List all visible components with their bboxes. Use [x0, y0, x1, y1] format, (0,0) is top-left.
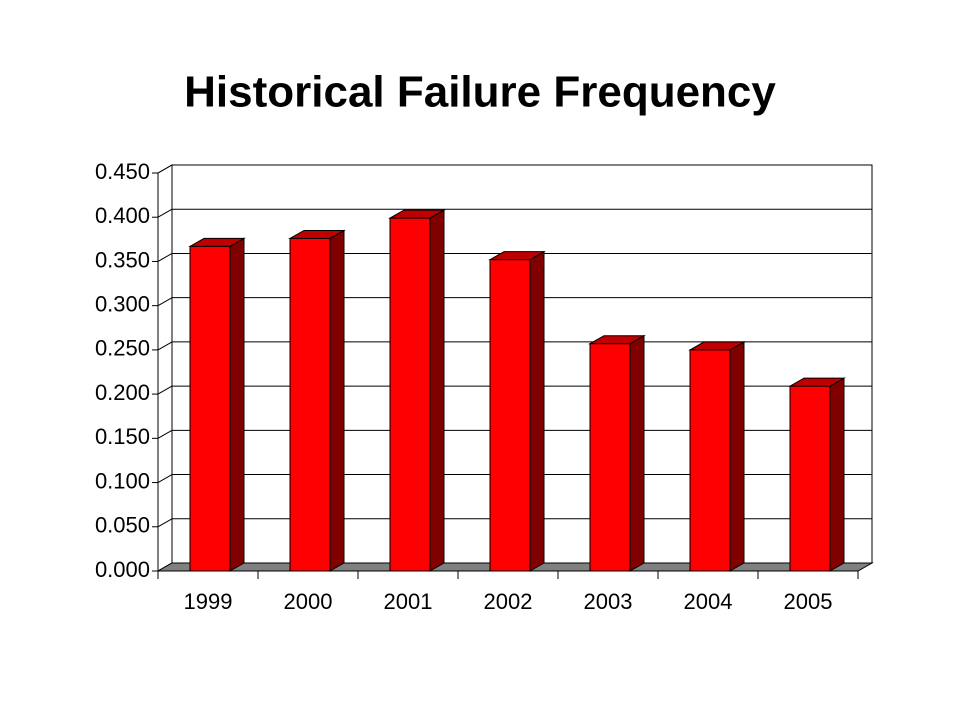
bar-side: [429, 209, 445, 572]
bar-side: [829, 377, 845, 572]
grid-line-side: [157, 253, 173, 262]
bar-side: [729, 341, 745, 572]
x-tick-label: 1999: [184, 589, 233, 614]
x-tick-label: 2004: [684, 589, 733, 614]
bar: [289, 237, 331, 572]
chart-title: Historical Failure Frequency: [184, 68, 776, 117]
y-tick-label: 0.000: [95, 557, 150, 582]
bar-side: [229, 237, 245, 572]
y-tick-label: 0.100: [95, 468, 150, 493]
bar: [189, 245, 231, 572]
grid-line-side: [157, 164, 173, 174]
y-tick-label: 0.150: [95, 424, 150, 449]
x-tick-label: 2002: [484, 589, 533, 614]
grid-line-side: [157, 208, 173, 218]
side-wall: [157, 164, 173, 572]
y-tick-label: 0.350: [95, 247, 150, 272]
y-tick-label: 0.200: [95, 380, 150, 405]
grid-line-side: [157, 429, 173, 439]
y-tick-label: 0.300: [95, 291, 150, 316]
x-tick-label: 2003: [584, 589, 633, 614]
x-tick-label: 2005: [784, 589, 833, 614]
bar: [489, 259, 531, 572]
grid-line-side: [157, 297, 173, 307]
y-tick-label: 0.050: [95, 513, 150, 538]
bar: [789, 385, 831, 572]
y-tick-label: 0.400: [95, 203, 150, 228]
grid-line-side: [157, 385, 173, 395]
y-tick-label: 0.250: [95, 336, 150, 361]
bar: [389, 217, 431, 572]
grid-line-side: [157, 341, 173, 351]
bar: [689, 349, 731, 572]
grid-line-side: [157, 474, 173, 483]
bar-side: [629, 334, 645, 572]
bar: [589, 343, 631, 572]
bar-side: [529, 250, 545, 572]
x-tick-label: 2001: [384, 589, 433, 614]
y-tick-label: 0.450: [95, 159, 150, 184]
bar-side: [329, 229, 345, 572]
grid-line-side: [157, 518, 173, 528]
x-tick-label: 2000: [284, 589, 333, 614]
